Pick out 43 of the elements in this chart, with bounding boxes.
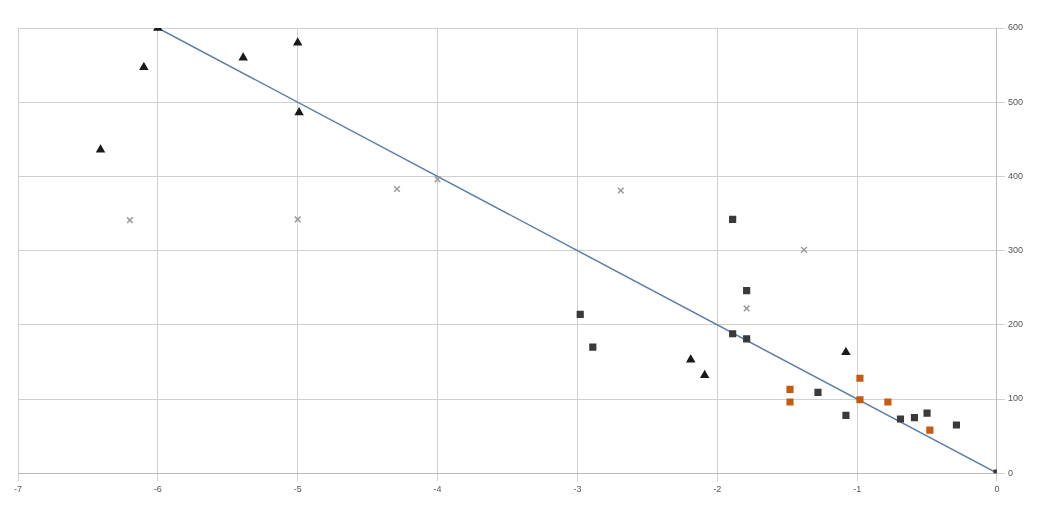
point [576,310,584,318]
x-tick-label: -1 [853,484,862,495]
point [814,388,822,396]
point [923,409,931,417]
point [139,62,149,71]
point [700,370,709,379]
point [238,52,248,61]
point [910,413,919,422]
point [743,287,751,295]
x-tick-label: -2 [713,484,722,495]
point [884,398,892,406]
x-tick-label: -7 [13,484,23,495]
point [729,215,737,224]
x-tick-label: -3 [573,484,582,495]
x-tick-label: 0 [994,484,1000,495]
y-tick-label: 500 [1007,96,1024,107]
y-tick-label: 600 [1007,22,1024,33]
point [743,335,751,343]
point [686,354,695,363]
y-tick-label: 100 [1007,393,1024,404]
x-tick-label: -6 [153,484,162,495]
y-tick-label: 400 [1007,170,1024,181]
point [589,343,597,351]
x-tick-label: -5 [293,484,302,495]
point [896,415,905,423]
y-tick-label: 300 [1007,245,1024,256]
point [293,38,302,46]
point [841,347,851,355]
point [786,398,794,406]
point [393,185,401,193]
point [126,216,134,224]
point [856,396,864,404]
x-tick-label: -4 [433,484,442,495]
point [952,421,960,429]
point [842,411,850,419]
y-tick-label: 0 [1007,467,1013,478]
y-tick-label: 200 [1007,319,1024,330]
point [294,107,304,116]
point [786,385,794,393]
point [729,330,737,338]
point [96,144,105,153]
point [856,374,864,382]
point [926,426,934,434]
